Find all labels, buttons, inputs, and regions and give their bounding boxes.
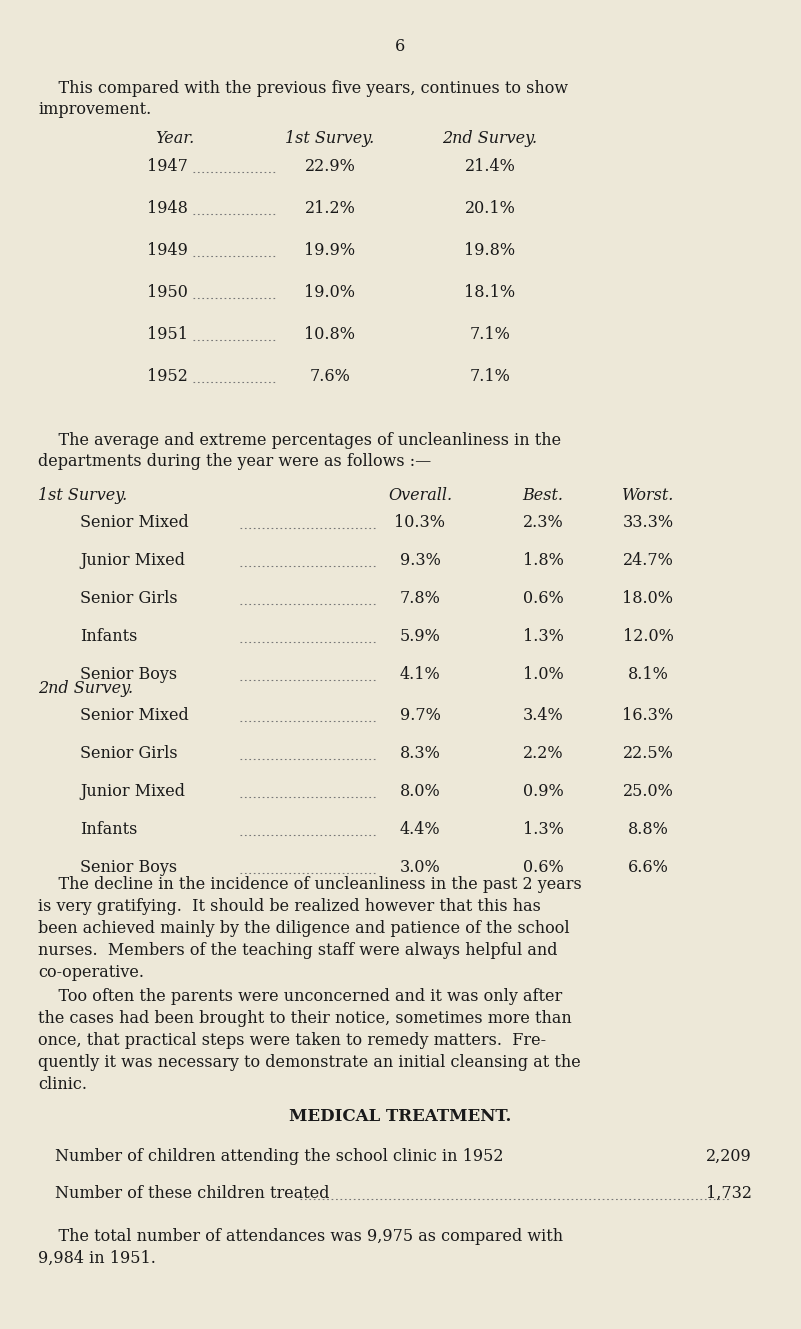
Text: Best.: Best. xyxy=(522,486,563,504)
Text: Infants: Infants xyxy=(80,629,138,645)
Text: 18.1%: 18.1% xyxy=(465,284,516,300)
Text: Number of these children treated: Number of these children treated xyxy=(55,1185,329,1201)
Text: 19.8%: 19.8% xyxy=(465,242,516,259)
Text: 33.3%: 33.3% xyxy=(622,514,674,532)
Text: been achieved mainly by the diligence and patience of the school: been achieved mainly by the diligence an… xyxy=(38,920,570,937)
Text: Overall.: Overall. xyxy=(388,486,452,504)
Text: 1952: 1952 xyxy=(147,368,188,385)
Text: 0.6%: 0.6% xyxy=(522,590,563,607)
Text: 8.8%: 8.8% xyxy=(627,821,669,839)
Text: Senior Girls: Senior Girls xyxy=(80,746,178,762)
Text: 9,984 in 1951.: 9,984 in 1951. xyxy=(38,1251,156,1267)
Text: 8.0%: 8.0% xyxy=(400,783,441,800)
Text: 1st Survey.: 1st Survey. xyxy=(38,486,127,504)
Text: Senior Boys: Senior Boys xyxy=(80,859,177,876)
Text: 1947: 1947 xyxy=(147,158,188,175)
Text: 22.5%: 22.5% xyxy=(622,746,674,762)
Text: 25.0%: 25.0% xyxy=(622,783,674,800)
Text: 7.1%: 7.1% xyxy=(469,326,510,343)
Text: 4.1%: 4.1% xyxy=(400,666,441,683)
Text: The decline in the incidence of uncleanliness in the past 2 years: The decline in the incidence of uncleanl… xyxy=(38,876,582,893)
Text: departments during the year were as follows :—: departments during the year were as foll… xyxy=(38,453,431,470)
Text: improvement.: improvement. xyxy=(38,101,151,118)
Text: 8.3%: 8.3% xyxy=(400,746,441,762)
Text: is very gratifying.  It should be realized however that this has: is very gratifying. It should be realize… xyxy=(38,898,541,914)
Text: 21.4%: 21.4% xyxy=(465,158,515,175)
Text: Year.: Year. xyxy=(155,130,195,148)
Text: 19.0%: 19.0% xyxy=(304,284,356,300)
Text: MEDICAL TREATMENT.: MEDICAL TREATMENT. xyxy=(289,1108,512,1126)
Text: 6: 6 xyxy=(396,39,405,54)
Text: 1.3%: 1.3% xyxy=(522,821,563,839)
Text: 1,732: 1,732 xyxy=(706,1185,752,1201)
Text: the cases had been brought to their notice, sometimes more than: the cases had been brought to their noti… xyxy=(38,1010,572,1027)
Text: 4.4%: 4.4% xyxy=(400,821,441,839)
Text: Worst.: Worst. xyxy=(622,486,674,504)
Text: 24.7%: 24.7% xyxy=(622,552,674,569)
Text: 19.9%: 19.9% xyxy=(304,242,356,259)
Text: 18.0%: 18.0% xyxy=(622,590,674,607)
Text: 7.8%: 7.8% xyxy=(400,590,441,607)
Text: 1951: 1951 xyxy=(147,326,188,343)
Text: 7.1%: 7.1% xyxy=(469,368,510,385)
Text: 0.6%: 0.6% xyxy=(522,859,563,876)
Text: 1.0%: 1.0% xyxy=(522,666,563,683)
Text: 8.1%: 8.1% xyxy=(627,666,669,683)
Text: 1.3%: 1.3% xyxy=(522,629,563,645)
Text: 22.9%: 22.9% xyxy=(304,158,356,175)
Text: This compared with the previous five years, continues to show: This compared with the previous five yea… xyxy=(38,80,568,97)
Text: 1st Survey.: 1st Survey. xyxy=(285,130,375,148)
Text: Junior Mixed: Junior Mixed xyxy=(80,552,185,569)
Text: Senior Mixed: Senior Mixed xyxy=(80,514,189,532)
Text: co-operative.: co-operative. xyxy=(38,964,144,981)
Text: 2nd Survey.: 2nd Survey. xyxy=(38,680,133,696)
Text: The total number of attendances was 9,975 as compared with: The total number of attendances was 9,97… xyxy=(38,1228,563,1245)
Text: Senior Boys: Senior Boys xyxy=(80,666,177,683)
Text: 7.6%: 7.6% xyxy=(309,368,351,385)
Text: 6.6%: 6.6% xyxy=(627,859,669,876)
Text: The average and extreme percentages of uncleanliness in the: The average and extreme percentages of u… xyxy=(38,432,562,449)
Text: nurses.  Members of the teaching staff were always helpful and: nurses. Members of the teaching staff we… xyxy=(38,942,557,960)
Text: 2.3%: 2.3% xyxy=(522,514,563,532)
Text: quently it was necessary to demonstrate an initial cleansing at the: quently it was necessary to demonstrate … xyxy=(38,1054,581,1071)
Text: Senior Girls: Senior Girls xyxy=(80,590,178,607)
Text: 10.8%: 10.8% xyxy=(304,326,356,343)
Text: 1.8%: 1.8% xyxy=(522,552,563,569)
Text: 3.4%: 3.4% xyxy=(522,707,563,724)
Text: 9.7%: 9.7% xyxy=(400,707,441,724)
Text: 1948: 1948 xyxy=(147,199,188,217)
Text: 9.3%: 9.3% xyxy=(400,552,441,569)
Text: 2nd Survey.: 2nd Survey. xyxy=(442,130,537,148)
Text: 2,209: 2,209 xyxy=(706,1148,752,1166)
Text: 21.2%: 21.2% xyxy=(304,199,356,217)
Text: 20.1%: 20.1% xyxy=(465,199,515,217)
Text: 3.0%: 3.0% xyxy=(400,859,441,876)
Text: Too often the parents were unconcerned and it was only after: Too often the parents were unconcerned a… xyxy=(38,987,562,1005)
Text: Senior Mixed: Senior Mixed xyxy=(80,707,189,724)
Text: 10.3%: 10.3% xyxy=(395,514,445,532)
Text: 1949: 1949 xyxy=(147,242,188,259)
Text: 2.2%: 2.2% xyxy=(523,746,563,762)
Text: 1950: 1950 xyxy=(147,284,188,300)
Text: Junior Mixed: Junior Mixed xyxy=(80,783,185,800)
Text: Infants: Infants xyxy=(80,821,138,839)
Text: 0.9%: 0.9% xyxy=(522,783,563,800)
Text: 5.9%: 5.9% xyxy=(400,629,441,645)
Text: clinic.: clinic. xyxy=(38,1076,87,1092)
Text: once, that practical steps were taken to remedy matters.  Fre-: once, that practical steps were taken to… xyxy=(38,1033,546,1049)
Text: 16.3%: 16.3% xyxy=(622,707,674,724)
Text: 12.0%: 12.0% xyxy=(622,629,674,645)
Text: Number of children attending the school clinic in 1952: Number of children attending the school … xyxy=(55,1148,504,1166)
